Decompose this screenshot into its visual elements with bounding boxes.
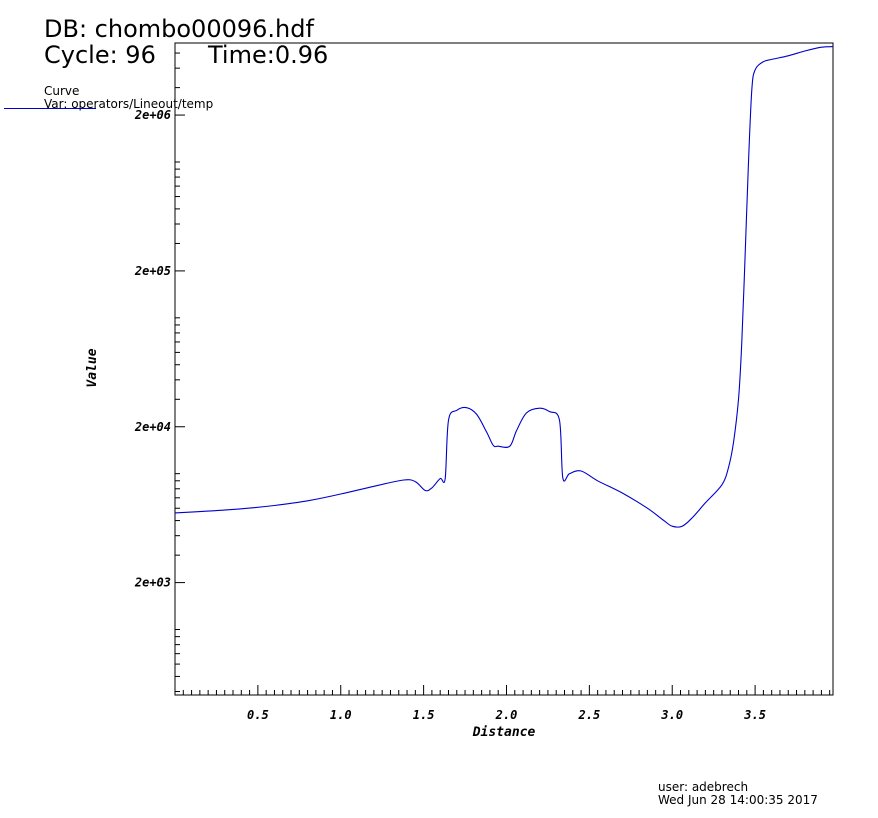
y-axis-tick-labels: 2e+03 2e+04 2e+05 2e+06 [134,108,171,590]
x-tick-label: 1.5 [413,708,435,722]
x-tick-label: 2.5 [578,708,601,722]
legend-swatch-line [4,108,96,109]
time-label: Time:0.96 [208,41,329,69]
y-axis-title: Value [85,348,100,387]
legend-title: Curve [44,84,80,98]
x-tick-label: 3.0 [660,708,683,722]
y-tick-label: 2e+06 [134,108,171,122]
x-axis-ticks [182,685,831,695]
y-tick-label: 2e+04 [134,420,171,434]
footer-date: Wed Jun 28 14:00:35 2017 [658,793,818,807]
y-tick-label: 2e+05 [134,264,171,278]
x-tick-label: 2.0 [495,708,518,722]
y-axis-ticks [175,52,185,693]
plot-frame [174,42,834,696]
database-title: DB: chombo00096.hdf [44,15,314,43]
legend-variable: Var: operators/Lineout/temp [44,97,214,111]
footer-user: user: adebrech [658,780,749,794]
x-axis-title: Distance [472,725,536,740]
x-tick-label: 1.0 [330,708,352,722]
x-axis-tick-labels: 0.5 1.0 1.5 2.0 2.5 3.0 3.5 [247,708,766,722]
y-tick-label: 2e+03 [134,576,171,590]
temp-series-line [174,46,834,528]
cycle-label: Cycle: 96 [44,41,156,69]
x-tick-label: 0.5 [247,708,269,722]
x-tick-label: 3.5 [743,708,766,722]
